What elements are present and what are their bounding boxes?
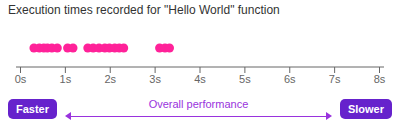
svg-text:6s: 6s <box>284 73 296 85</box>
html-text:Slower: Slower <box>347 103 384 115</box>
svg-text:3s: 3s <box>149 73 161 85</box>
html-text:Execution times recorded for ": Execution times recorded for "Hello Worl… <box>8 3 280 17</box>
html-text:Overall performance: Overall performance <box>148 98 249 110</box>
html-text:Faster: Faster <box>16 103 49 115</box>
svg-text:4s: 4s <box>194 73 206 85</box>
svg-text:0s: 0s <box>15 73 27 85</box>
svg-text:1s: 1s <box>60 73 72 85</box>
svg-text:5s: 5s <box>239 73 251 85</box>
svg-text:8s: 8s <box>374 73 386 85</box>
svg-text:7s: 7s <box>329 73 341 85</box>
svg-text:2s: 2s <box>104 73 116 85</box>
